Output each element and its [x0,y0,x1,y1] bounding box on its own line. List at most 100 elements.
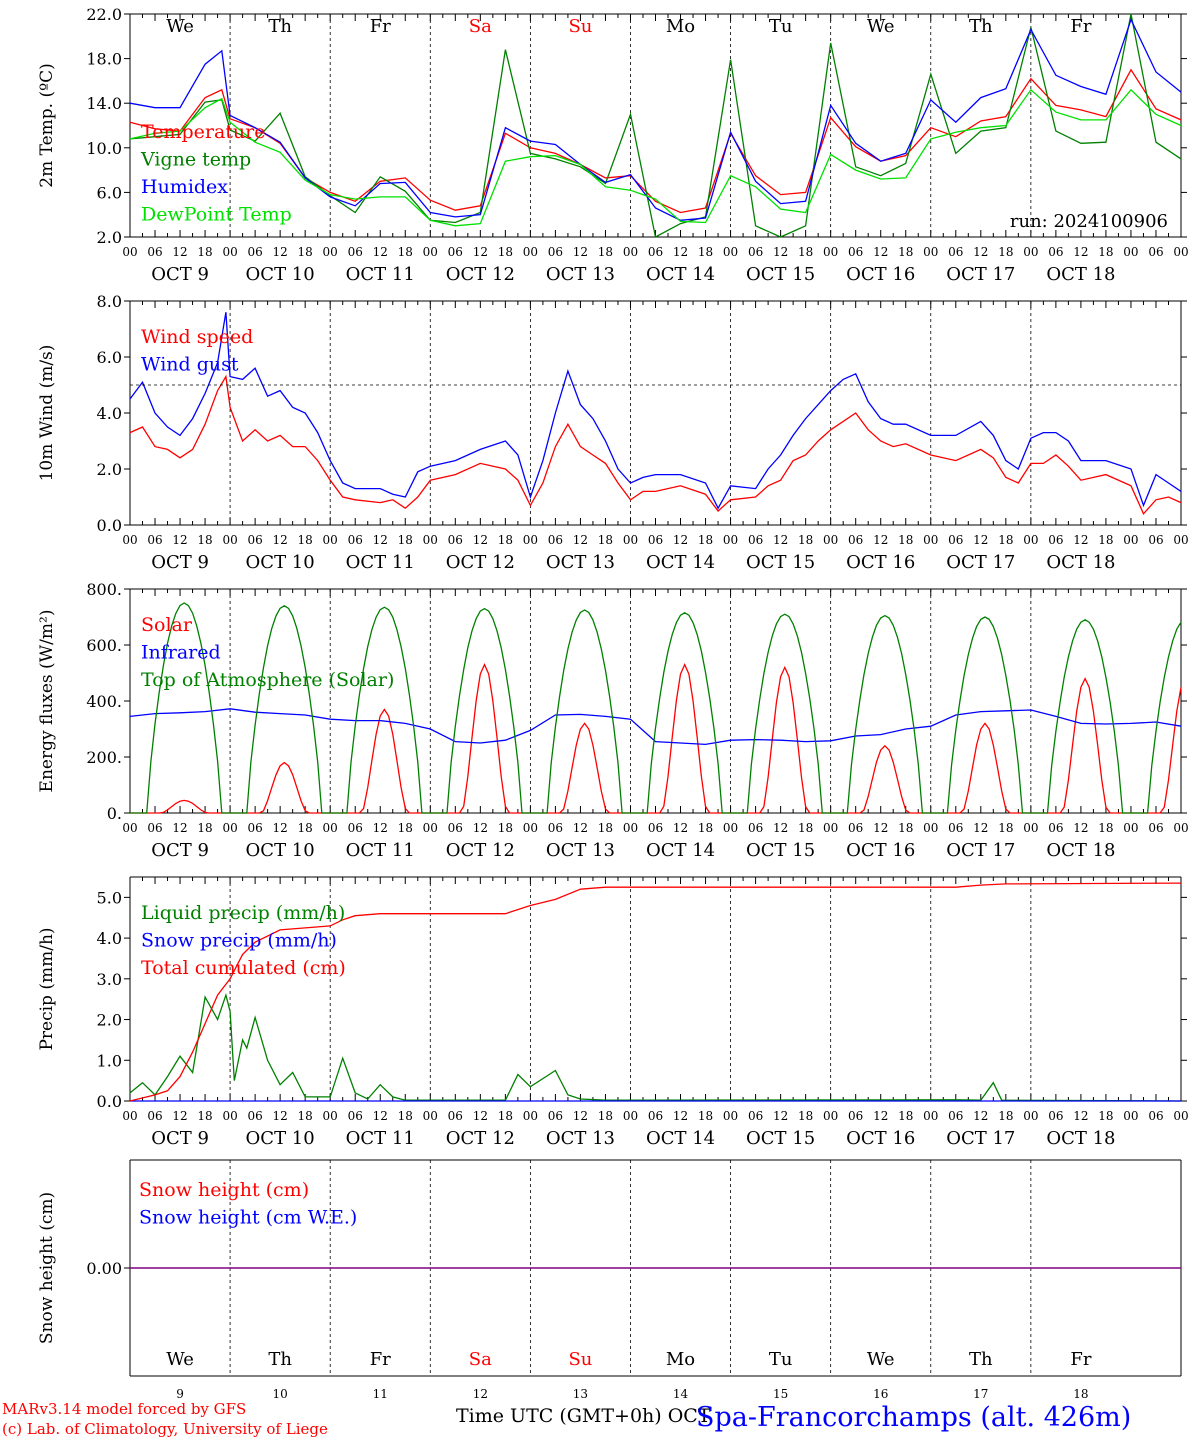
panel-3-y-label: Energy fluxes (W/m²) [37,610,57,793]
panel-4-hour-label: 06 [848,1109,863,1123]
panel-1-y-tick-label: 6.0 [97,183,122,202]
panel-1-hour-label: 06 [1148,245,1163,259]
weekday-label-top: Fr [370,16,391,37]
weekday-label-bottom: Tu [769,1349,793,1370]
panel-4-hour-label: 18 [1098,1109,1113,1123]
panel-3-date-label: OCT 9 [151,840,209,861]
panel-3-hour-label: 12 [973,821,988,835]
weekday-label-top: Su [568,16,592,37]
panel-3-hour-label: 12 [273,821,288,835]
panel-2-hour-label: 00 [723,533,738,547]
panel-1-hour-label: 12 [973,245,988,259]
panel-4-y-label: Precip (mm/h) [37,927,57,1050]
panel-1-hour-label: 00 [323,245,338,259]
panel-3-hour-label: 12 [873,821,888,835]
panel-3-hour-label: 06 [1048,821,1063,835]
panel-4-hour-label: 18 [498,1109,513,1123]
panel-2-hour-label: 18 [698,533,713,547]
panel-4-hour-label: 06 [1048,1109,1063,1123]
panel-5-y-label: Snow height (cm) [37,1192,57,1344]
weekday-label-top: Tu [769,16,793,37]
panel-4-hour-label: 00 [1023,1109,1038,1123]
panel-3-hour-label: 06 [348,821,363,835]
panel-3-y-tick-label: 600. [86,636,122,655]
panel-2-hour-label: 18 [998,533,1013,547]
panel-4-hour-label: 12 [873,1109,888,1123]
panel-4-date-label: OCT 13 [546,1128,615,1149]
panel-3-hour-label: 00 [323,821,338,835]
panel-4-y-tick-label: 3.0 [97,970,122,989]
panel-3-hour-label: 00 [623,821,638,835]
panel-4-y-tick-label: 1.0 [97,1051,122,1070]
panel-4-date-label: OCT 18 [1046,1128,1115,1149]
station-name: Spa-Francorchamps (alt. 426m) [696,1402,1132,1433]
panel-4-hour-label: 12 [273,1109,288,1123]
panel-2-hour-label: 18 [1098,533,1113,547]
weekday-label-bottom: Th [969,1349,993,1370]
panel-2-hour-label: 06 [648,533,663,547]
panel-2-date-label: OCT 9 [151,552,209,573]
panel-2-hour-label: 06 [348,533,363,547]
panel-3-hour-label: 18 [298,821,313,835]
panel-3-hour-label: 18 [998,821,1013,835]
panel-2-hour-label: 12 [773,533,788,547]
panel-3-hour-label: 06 [548,821,563,835]
panel-1-hour-label: 12 [473,245,488,259]
panel-4-hour-label: 00 [1173,1109,1188,1123]
weekday-label-bottom: We [166,1349,194,1370]
day-number-label: 11 [373,1387,388,1401]
panel-5-legend-entry: Snow height (cm W.E.) [139,1207,357,1229]
panel-1-hour-label: 00 [523,245,538,259]
panel-3-date-label: OCT 10 [246,840,315,861]
run-annotation: run: 2024100906 [1010,211,1168,232]
panel-1-legend-entry: Temperature [141,121,265,143]
panel-1-legend-entry: Vigne temp [140,149,251,171]
panel-2-hour-label: 18 [598,533,613,547]
panel-2-hour-label: 00 [823,533,838,547]
panel-1-hour-label: 18 [898,245,913,259]
panel-1-date-label: OCT 13 [546,264,615,285]
weekday-label-top: Th [268,16,292,37]
weekday-label-top: We [867,16,895,37]
panel-4-hour-label: 06 [147,1109,162,1123]
panel-4-hour-label: 06 [548,1109,563,1123]
panel-4-hour-label: 18 [197,1109,212,1123]
panel-4-hour-label: 00 [122,1109,137,1123]
panel-3-hour-label: 00 [523,821,538,835]
panel-3-hour-label: 06 [748,821,763,835]
panel-1-hour-label: 06 [948,245,963,259]
panel-1-date-label: OCT 16 [846,264,915,285]
panel-2-hour-label: 00 [1173,533,1188,547]
panel-1-hour-label: 00 [1123,245,1138,259]
panel-4-y-tick-label: 0.0 [97,1092,122,1111]
panel-3-hour-label: 00 [1173,821,1188,835]
panel-4-y-tick-label: 4.0 [97,929,122,948]
panel-2-hour-label: 18 [898,533,913,547]
panel-3-hour-label: 12 [1073,821,1088,835]
panel-2-hour-label: 00 [323,533,338,547]
series-line-total-cumulated-cm- [129,882,1182,1102]
panel-4-y-tick-label: 5.0 [97,888,122,907]
panel-3-y-tick-label: 400. [86,692,122,711]
weekday-label-top: Sa [469,16,492,37]
panel-4-date-label: OCT 17 [946,1128,1015,1149]
panel-1-hour-label: 12 [273,245,288,259]
panel-3-hour-label: 06 [848,821,863,835]
panel-2-hour-label: 06 [1148,533,1163,547]
panel-1-legend-entry: DewPoint Temp [141,204,292,226]
day-number-label: 18 [1073,1387,1088,1401]
panel-2-date-label: OCT 11 [346,552,415,573]
panel-1-hour-label: 18 [398,245,413,259]
panel-3-hour-label: 06 [948,821,963,835]
panel-3-y-tick-label: 200. [86,748,122,767]
panel-2-hour-label: 00 [923,533,938,547]
panel-4-hour-label: 06 [948,1109,963,1123]
panel-2-y-label: 10m Wind (m/s) [37,345,57,482]
panel-4-hour-label: 06 [448,1109,463,1123]
panel-1-hour-label: 00 [1173,245,1188,259]
panel-3-hour-label: 18 [698,821,713,835]
panel-2-hour-label: 00 [423,533,438,547]
panel-3-hour-label: 00 [423,821,438,835]
panel-4-hour-label: 00 [222,1109,237,1123]
panel-3-hour-label: 12 [473,821,488,835]
